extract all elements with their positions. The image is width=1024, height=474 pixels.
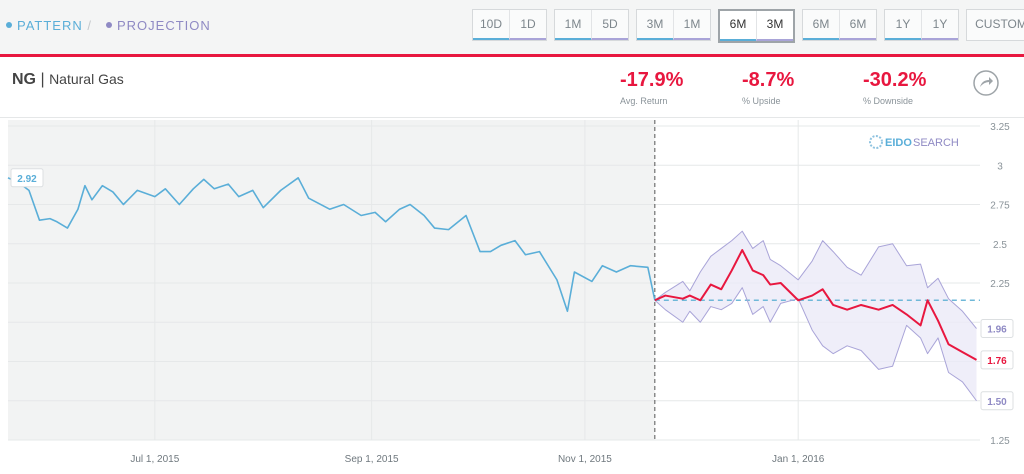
stat-value: -30.2% (863, 69, 927, 91)
value-label-text: 2.92 (17, 174, 37, 185)
range-group[interactable]: 10D 1D (472, 9, 547, 41)
value-label-box (10, 168, 44, 188)
series-line (7, 177, 656, 313)
pattern-background (8, 120, 655, 440)
range-group[interactable]: 3M 1M (636, 9, 711, 41)
logo-second: SEARCH (913, 137, 959, 149)
range-button[interactable]: 1D (509, 10, 546, 40)
value-label: 1.96 (980, 319, 1014, 339)
projection-tab[interactable]: PROJECTION (106, 18, 211, 33)
stat: -8.7% % Upside (742, 69, 832, 106)
range-group-selected[interactable]: 6M 3M (718, 9, 795, 43)
stat-label: Avg. Return (620, 96, 668, 106)
projection-label: PROJECTION (117, 18, 211, 33)
range-button[interactable]: 6M (720, 11, 756, 41)
y-tick-label: 1.25 (990, 436, 1010, 447)
instrument-name: Natural Gas (49, 71, 124, 87)
range-button[interactable]: 1M (555, 10, 591, 40)
range-button[interactable]: 1Y (921, 10, 958, 40)
projection-band (654, 231, 977, 401)
stat-label: % Upside (742, 96, 781, 106)
range-button[interactable]: 6M (803, 10, 839, 40)
range-group[interactable]: CUSTOM (966, 9, 1024, 41)
range-button[interactable]: 3M (637, 10, 673, 40)
symbol-separator: | (40, 71, 45, 88)
range-group[interactable]: 6M 6M (802, 9, 877, 41)
value-label: 2.92 (10, 168, 44, 188)
range-group[interactable]: 1M 5D (554, 9, 629, 41)
x-tick-label: Nov 1, 2015 (558, 454, 612, 465)
y-tick-label: 2.75 (990, 201, 1010, 212)
tab-separator: / (87, 18, 92, 33)
range-group[interactable]: 1Y 1Y (884, 9, 959, 41)
range-button[interactable]: 6M (839, 10, 876, 40)
y-tick-label: 2.25 (990, 279, 1010, 290)
value-label: 1.76 (980, 350, 1014, 370)
value-label-box (980, 319, 1014, 339)
value-label: 1.50 (980, 391, 1014, 411)
value-label-box (980, 350, 1014, 370)
x-tick-label: Jan 1, 2016 (772, 454, 825, 465)
top-bar: PATTERN / PROJECTION 10D 1D 1M 5D 3M 1M 6M 3… (0, 0, 1024, 57)
range-button[interactable]: 5D (591, 10, 628, 40)
stat-value: -17.9% (620, 69, 684, 91)
logo-first: EIDO (885, 137, 912, 149)
range-button[interactable]: 1M (673, 10, 710, 40)
y-tick-label: 2.5 (993, 240, 1007, 251)
value-label-box (980, 391, 1014, 411)
stat-label: % Downside (863, 96, 914, 106)
stat-value: -8.7% (742, 69, 795, 91)
range-button[interactable]: 10D (473, 10, 509, 40)
x-tick-label: Jul 1, 2015 (130, 454, 179, 465)
series-line (654, 230, 977, 329)
x-tick-label: Sep 1, 2015 (345, 454, 399, 465)
y-tick-label: 3.25 (990, 122, 1010, 133)
series-line (654, 249, 977, 361)
range-buttons: 10D 1D 1M 5D 3M 1M 6M 3M 6M 6M 1Y 1Y CUSTOM (472, 9, 1024, 43)
range-button[interactable]: 3M (756, 11, 793, 41)
stat: -30.2% % Downside (863, 69, 953, 106)
pattern-label: PATTERN (17, 18, 83, 33)
value-label-text: 1.76 (987, 356, 1007, 367)
y-tick-label: 3 (997, 161, 1003, 172)
custom-button[interactable]: CUSTOM (975, 17, 1024, 31)
value-label-text: 1.96 (987, 325, 1007, 336)
pattern-tab[interactable]: PATTERN / (6, 18, 92, 33)
series-line (654, 287, 977, 402)
stat: -17.9% Avg. Return (620, 69, 710, 106)
symbol: NG (12, 71, 36, 88)
value-label-text: 1.50 (987, 397, 1007, 408)
share-button[interactable] (972, 69, 1000, 97)
instrument: NG | Natural Gas (12, 71, 124, 89)
range-button[interactable]: 1Y (885, 10, 921, 40)
logo-icon (869, 135, 883, 149)
header: NG | Natural Gas -17.9% Avg. Return -8.7%… (0, 57, 1024, 118)
